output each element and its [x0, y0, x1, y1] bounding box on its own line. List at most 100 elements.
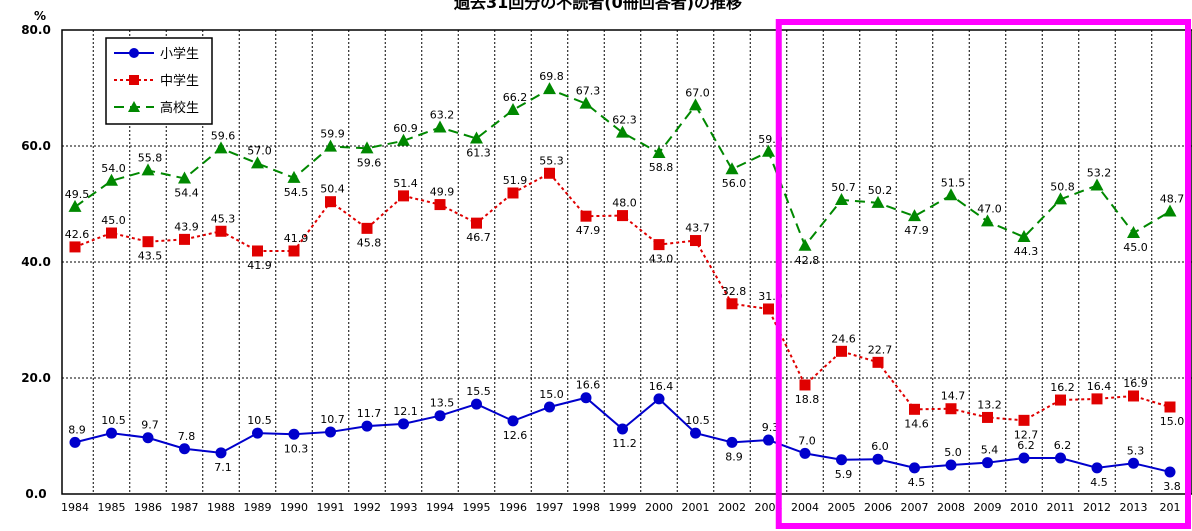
data-point: [872, 356, 884, 368]
data-label: 59.9: [320, 128, 345, 141]
data-point: [1017, 230, 1031, 243]
data-label: 15.0: [539, 388, 564, 401]
x-tick-label: 2004: [791, 501, 819, 514]
data-label: 10.7: [320, 413, 345, 426]
data-point: [653, 393, 665, 405]
data-point: [544, 167, 555, 179]
data-label: 14.6: [904, 417, 929, 430]
data-label: 24.6: [831, 332, 856, 345]
data-point: [507, 415, 519, 427]
data-point: [288, 428, 300, 440]
y-tick-label: 80.0: [21, 23, 51, 37]
x-tick-label: 1998: [572, 501, 600, 514]
data-label: 11.7: [357, 407, 382, 420]
data-point: [544, 401, 555, 413]
data-point: [506, 103, 520, 116]
data-label: 4.5: [908, 476, 926, 489]
data-point: [1128, 457, 1139, 469]
data-point: [982, 411, 993, 423]
data-label: 10.5: [685, 414, 710, 427]
data-point: [580, 392, 592, 404]
x-tick-label: 2013: [1120, 501, 1148, 514]
data-point: [397, 133, 410, 146]
data-point: [725, 162, 739, 175]
data-label: 22.7: [868, 343, 893, 356]
x-tick-label: 1993: [390, 501, 418, 514]
data-label: 53.2: [1087, 166, 1112, 179]
data-label: 43.7: [685, 222, 710, 235]
data-point: [871, 195, 885, 208]
data-label: 15.0: [1160, 415, 1185, 428]
data-point: [763, 303, 774, 315]
data-label: 50.8: [1050, 180, 1075, 193]
data-label: 41.9: [247, 259, 272, 272]
data-point: [142, 432, 154, 444]
data-label: 50.2: [868, 184, 893, 197]
data-point: [945, 459, 957, 471]
data-point: [434, 410, 446, 422]
data-label: 14.7: [941, 390, 966, 403]
data-point: [982, 457, 993, 469]
data-point: [287, 170, 301, 183]
x-tick-label: 2002: [718, 501, 746, 514]
data-labels: 8.9 10.5 9.7 7.8 7.1 10.5 10.3 10.7 11.7 12.1 13.5…: [65, 70, 1185, 493]
data-label: 10.5: [101, 414, 126, 427]
data-label: 15.5: [466, 385, 491, 398]
data-label: 42.8: [795, 254, 820, 267]
data-label: 54.5: [284, 186, 309, 199]
x-tick-label: 1988: [207, 501, 235, 514]
data-label: 61.3: [466, 146, 491, 159]
x-tick-label: 1994: [426, 501, 454, 514]
data-point: [69, 436, 81, 448]
data-point: [909, 462, 920, 474]
data-point: [836, 454, 847, 466]
data-label: 48.0: [612, 197, 637, 210]
data-point: [690, 427, 701, 439]
data-label: 13.2: [977, 398, 1002, 411]
data-label: 6.0: [871, 440, 889, 453]
data-label: 47.9: [904, 224, 929, 237]
data-label: 12.6: [503, 429, 528, 442]
data-point: [1055, 394, 1066, 406]
data-label: 62.3: [612, 114, 637, 127]
data-point: [981, 214, 994, 227]
x-tick-label: 1986: [134, 501, 162, 514]
data-label: 7.8: [178, 430, 196, 443]
data-point: [1128, 390, 1139, 402]
data-point: [106, 427, 117, 439]
data-label: 42.6: [65, 228, 90, 241]
data-label: 67.3: [576, 85, 601, 98]
data-label: 11.2: [612, 437, 637, 450]
x-tick-label: 1990: [280, 501, 308, 514]
highlight-box: [775, 19, 1191, 529]
data-point: [360, 141, 374, 154]
data-point: [324, 139, 337, 152]
data-label: 50.4: [320, 183, 345, 196]
x-tick-label: 1985: [98, 501, 126, 514]
data-point: [471, 398, 482, 410]
data-label: 5.9: [835, 468, 853, 481]
data-point: [1018, 452, 1030, 464]
data-label: 43.5: [138, 250, 163, 263]
data-label: 49.5: [65, 188, 90, 201]
data-label: 41.9: [284, 232, 309, 245]
data-label: 6.2: [1017, 439, 1035, 452]
data-point: [689, 98, 702, 111]
data-label: 16.2: [1050, 381, 1075, 394]
x-tick-label: 1996: [499, 501, 527, 514]
data-label: 47.0: [977, 202, 1002, 215]
legend-label: 小学生: [160, 46, 199, 62]
data-label: 7.0: [798, 434, 816, 447]
data-point: [1091, 393, 1103, 405]
data-point: [252, 427, 263, 439]
data-point: [616, 125, 629, 138]
data-point: [726, 436, 738, 448]
data-label: 10.3: [284, 442, 309, 455]
data-point: [179, 233, 190, 245]
data-point: [434, 199, 446, 211]
data-point: [288, 245, 300, 257]
data-point: [944, 188, 958, 201]
data-label: 59.6: [211, 129, 236, 142]
data-point: [398, 418, 409, 430]
data-point: [653, 239, 665, 251]
